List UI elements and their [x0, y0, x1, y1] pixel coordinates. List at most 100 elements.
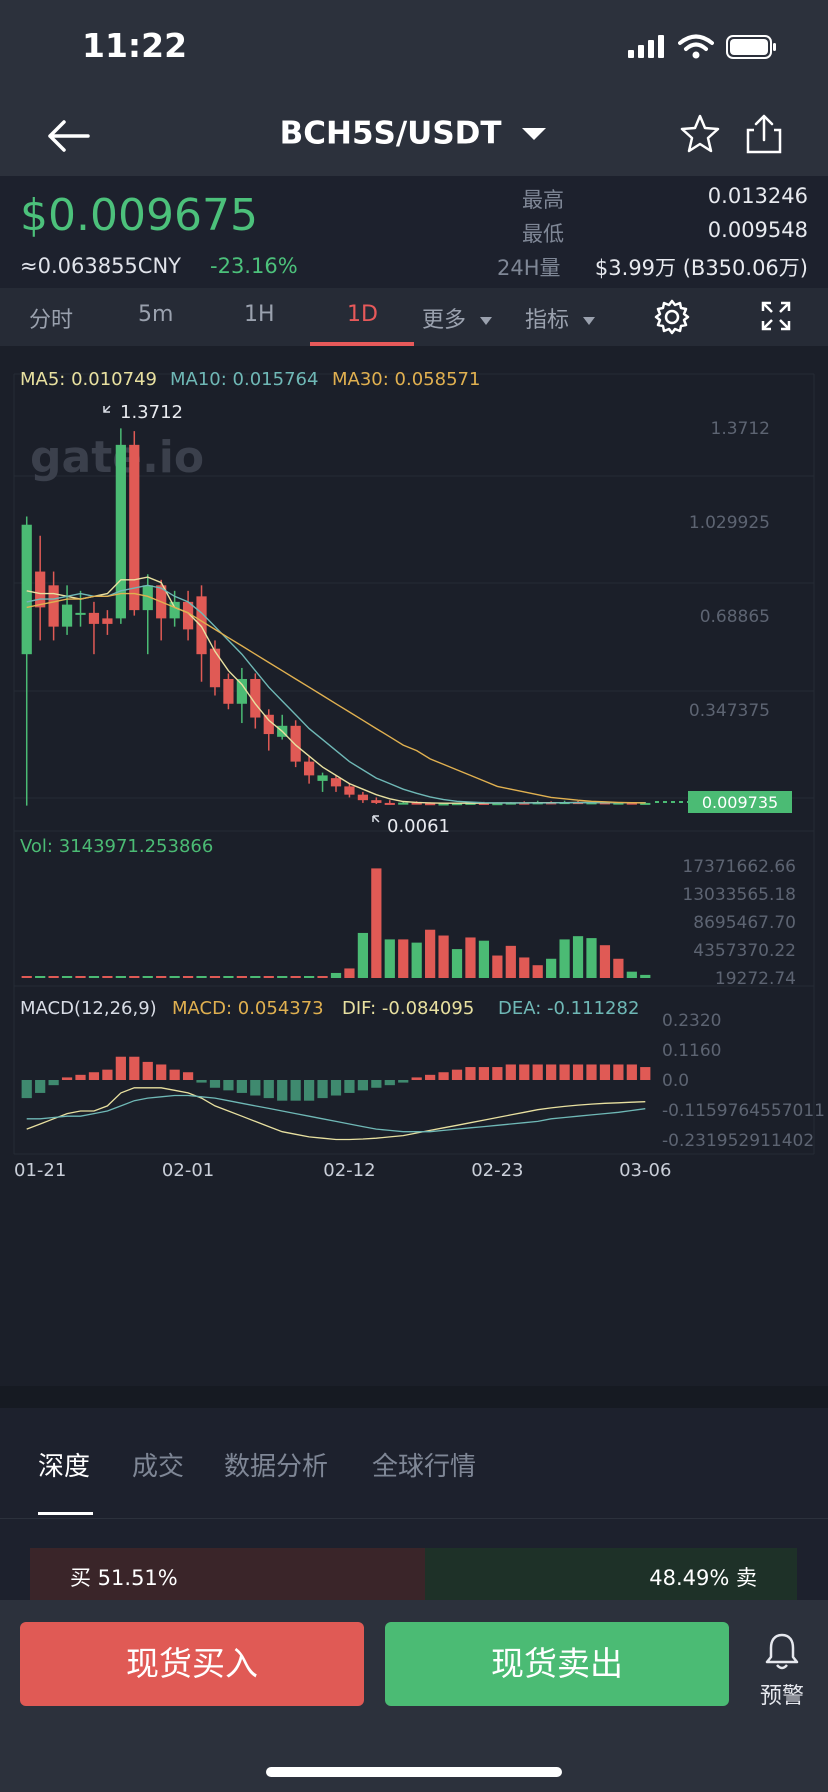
- price-tick-label: 1.029925: [689, 513, 770, 533]
- volume-bar: [102, 976, 113, 978]
- tab-depth[interactable]: 深度: [38, 1452, 91, 1482]
- moving-averages: [26, 576, 646, 804]
- share-icon[interactable]: [742, 112, 786, 156]
- candle-body: [196, 596, 207, 655]
- buy-ratio-label: 买 51.51%: [70, 1566, 178, 1590]
- spot-buy-button[interactable]: 现货买入: [20, 1622, 364, 1706]
- macd-histogram: [21, 1056, 651, 1101]
- tab-indicator[interactable]: 指标: [525, 302, 596, 334]
- volume-bar: [572, 936, 584, 978]
- last-price-tag: [688, 791, 792, 813]
- price-change: -23.16%: [210, 254, 298, 278]
- macd-bar: [182, 1072, 194, 1080]
- pair-selector[interactable]: BCH5S/USDT: [0, 114, 828, 152]
- candle-body: [613, 802, 624, 805]
- volume-bar: [626, 971, 637, 978]
- volume-bar: [290, 976, 301, 978]
- tab-data-analysis[interactable]: 数据分析: [224, 1452, 329, 1482]
- tab-more[interactable]: 更多: [422, 302, 493, 334]
- spot-sell-button[interactable]: 现货卖出: [385, 1622, 729, 1706]
- chart-canvas[interactable]: gate.io MA5: 0.010749 MA10: 0.015764 MA3…: [0, 346, 828, 1386]
- macd-bar: [478, 1067, 490, 1080]
- macd-bar: [115, 1056, 126, 1080]
- macd-bar: [344, 1080, 355, 1093]
- date-tick-label: 02-01: [162, 1160, 214, 1181]
- candle-body: [640, 802, 651, 805]
- settings-icon[interactable]: [653, 298, 691, 336]
- tab-1h[interactable]: 1H: [244, 302, 275, 327]
- macd-bar: [75, 1074, 86, 1080]
- star-icon[interactable]: [678, 112, 722, 156]
- macd-bar: [640, 1067, 651, 1080]
- buy-ratio-bar: [30, 1548, 425, 1602]
- caret-down-icon: [522, 127, 547, 140]
- dea-line: [26, 1094, 646, 1133]
- macd-bar: [88, 1072, 100, 1080]
- macd-bar: [613, 1064, 624, 1080]
- volume-bar: [344, 968, 355, 978]
- volume-bar: [438, 935, 449, 978]
- macd-bar: [425, 1074, 436, 1080]
- tab-5m[interactable]: 5m: [138, 302, 174, 327]
- volume-tick-label: 17371662.66: [682, 857, 796, 877]
- price-tick-label: 1.3712: [711, 419, 770, 439]
- volume-bar: [142, 976, 153, 978]
- volume-bar: [492, 955, 503, 978]
- tab-1d[interactable]: 1D: [347, 302, 378, 327]
- volume-bar: [546, 958, 557, 978]
- macd-bar: [21, 1080, 32, 1099]
- candle-body: [451, 803, 463, 806]
- macd-bar: [519, 1064, 530, 1080]
- macd-bar: [290, 1080, 301, 1101]
- macd-bar: [169, 1069, 180, 1080]
- macd-bar: [35, 1080, 46, 1093]
- candle-body: [169, 601, 180, 619]
- candle-body: [505, 802, 516, 805]
- tab-global-markets[interactable]: 全球行情: [372, 1452, 477, 1482]
- macd-tick-label: 0.2320: [662, 1011, 721, 1031]
- macd-bar: [129, 1056, 140, 1080]
- pair-title: BCH5S/USDT: [279, 115, 502, 152]
- volume-bar: [505, 945, 516, 978]
- volume-bar: [209, 976, 221, 978]
- macd-bar: [384, 1080, 395, 1086]
- kline-chart[interactable]: gate.io MA5: 0.010749 MA10: 0.015764 MA3…: [0, 346, 828, 1386]
- candle-body: [48, 585, 59, 627]
- sell-ratio-bar: [425, 1548, 797, 1602]
- volume-bar: [384, 939, 395, 978]
- fullscreen-icon[interactable]: [760, 300, 792, 332]
- candle-body: [223, 678, 234, 704]
- candle-body: [35, 571, 46, 608]
- volume-bar: [465, 937, 476, 978]
- candle-body: [21, 524, 32, 655]
- macd-bar: [626, 1064, 637, 1080]
- volume-bar: [182, 976, 194, 978]
- last-price-tag-label: 0.009735: [702, 793, 778, 812]
- volume-bar: [303, 976, 315, 978]
- candle-body: [129, 444, 140, 611]
- macd-bar: [277, 1080, 288, 1101]
- candle-body: [75, 612, 86, 615]
- volume-bar: [48, 976, 59, 978]
- ma10-legend: MA10: 0.015764: [170, 369, 318, 390]
- volume-bar: [519, 957, 530, 978]
- volume-bar: [61, 976, 73, 978]
- buy-sell-ratio: 买 51.51% 48.49% 卖: [30, 1548, 797, 1602]
- tab-timeshare[interactable]: 分时: [29, 308, 74, 333]
- macd-bar: [209, 1080, 221, 1088]
- macd-tick-label: 0.1160: [662, 1041, 721, 1061]
- back-arrow-icon[interactable]: [44, 116, 92, 156]
- volume-bar: [330, 972, 342, 978]
- macd-axis: 0.2320 0.1160 0.0 -0.1159764557011 -0.231952…: [662, 1011, 825, 1151]
- tab-trades[interactable]: 成交: [132, 1452, 185, 1482]
- macd-bar: [48, 1080, 59, 1086]
- candle-body: [330, 778, 342, 787]
- section-divider: [0, 1386, 828, 1408]
- dea-legend: DEA: -0.111282: [498, 998, 639, 1019]
- tab-indicator-label: 指标: [525, 308, 570, 333]
- macd-tick-label: -0.231952911402: [662, 1131, 814, 1151]
- ticker-summary: $0.009675 ≈0.063855CNY -23.16% 最高 0.0132…: [0, 176, 828, 288]
- volume-bar: [357, 932, 369, 978]
- price-alert-button[interactable]: 预警: [752, 1632, 812, 1710]
- price-annotations: 1.3712 0.0061 0.009735: [103, 402, 792, 837]
